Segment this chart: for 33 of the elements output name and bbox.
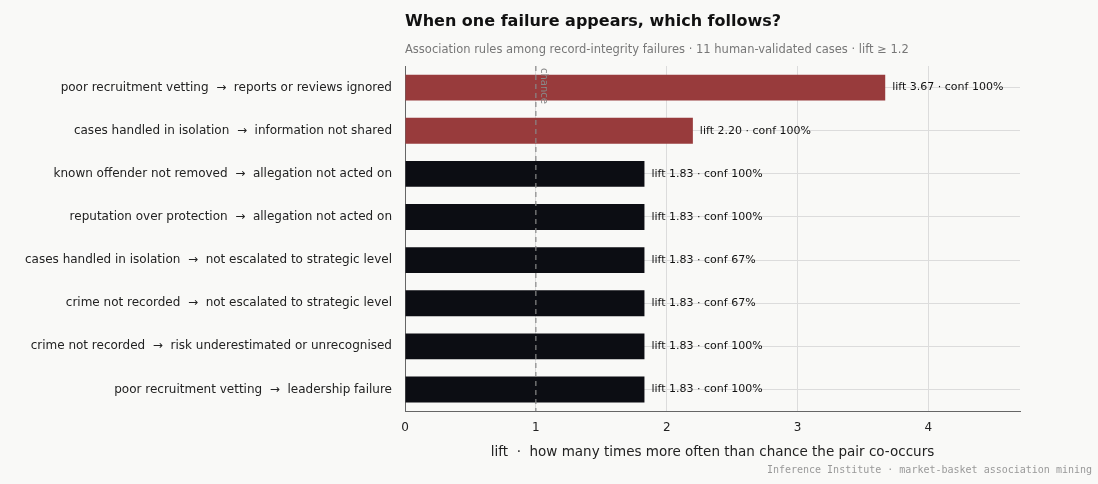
chart-title: When one failure appears, which follows? — [405, 11, 782, 30]
y-tick-label: crime not recorded → not escalated to strategic level — [65, 295, 392, 310]
y-tick-label: poor recruitment vetting → reports or reviews ignored — [60, 79, 392, 94]
ref-line-label: chance — [539, 68, 551, 104]
chart-subtitle: Association rules among record-integrity failures · 11 human-validated cases · lift ≥ 1.2 — [405, 42, 909, 56]
bar — [405, 117, 693, 144]
bar — [405, 290, 645, 317]
y-tick-label: cases handled in isolation → not escalated to strategic level — [24, 252, 392, 267]
bar — [405, 247, 645, 273]
y-tick-label: cases handled in isolation → information not shared — [73, 122, 392, 137]
data-label: lift 1.83 · conf 67% — [651, 296, 756, 310]
data-label: lift 1.83 · conf 67% — [651, 252, 756, 266]
bar — [405, 204, 645, 230]
y-tick-label: known offender not removed → allegation not acted on — [53, 165, 392, 180]
text: Inference Institute · market-basket association mining — [766, 464, 1092, 475]
x-tick-label: 4 — [924, 420, 933, 435]
y-tick-label: poor recruitment vetting → leadership failure — [114, 381, 392, 396]
y-tick-label: crime not recorded → risk underestimated or unrecognised — [30, 338, 392, 353]
data-label: lift 3.67 · conf 100% — [892, 80, 1004, 94]
bar — [405, 333, 645, 360]
data-label: lift 2.20 · conf 100% — [699, 123, 812, 137]
data-label: lift 1.83 · conf 100% — [651, 382, 763, 396]
x-axis-title: lift · how many times more often than chance the pair co-occurs — [490, 443, 935, 460]
data-label: lift 1.83 · conf 100% — [651, 339, 763, 353]
x-tick-label: 2 — [662, 420, 671, 435]
data-label: lift 1.83 · conf 100% — [651, 209, 763, 223]
x-tick-label: 1 — [532, 420, 540, 435]
x-tick-label: 3 — [793, 420, 802, 435]
data-label: lift 1.83 · conf 100% — [651, 166, 763, 180]
x-tick-label: 0 — [401, 420, 409, 435]
y-tick-label: reputation over protection → allegation not acted on — [69, 209, 392, 224]
bar — [405, 160, 645, 187]
bar — [405, 376, 645, 403]
